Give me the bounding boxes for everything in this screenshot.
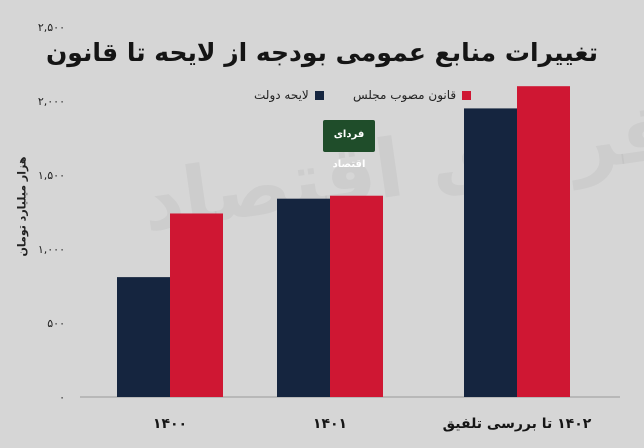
y-tick-label: ۱,۰۰۰	[38, 243, 65, 256]
x-tick-label: ۱۴۰۲ تا بررسی تلفیق	[443, 416, 592, 432]
bar-government-2	[464, 108, 517, 398]
x-tick-label: ۱۴۰۱	[313, 416, 347, 432]
logo: فردای اقتصاد	[323, 120, 375, 170]
legend-swatch-parliament	[462, 90, 472, 100]
bar-parliament-1	[330, 195, 383, 397]
legend-swatch-government	[314, 90, 324, 100]
legend-label-parliament: قانون مصوب مجلس	[353, 88, 457, 102]
y-tick-label: ۰	[59, 391, 65, 404]
legend-item-parliament: قانون مصوب مجلس	[353, 88, 472, 102]
legend-label-government: لایحه دولت	[254, 88, 309, 102]
bar-government-0	[117, 277, 170, 397]
bar-parliament-0	[170, 213, 223, 397]
y-tick-label: ۲,۰۰۰	[38, 95, 65, 108]
chart-title: تغییرات منابع عمومی بودجه از لایحه تا قا…	[45, 38, 599, 67]
y-tick-label: ۵۰۰	[47, 317, 65, 330]
legend-item-government: لایحه دولت	[254, 88, 324, 102]
bar-parliament-2	[517, 86, 570, 397]
bar-government-1	[277, 198, 330, 397]
y-tick-label: ۱,۵۰۰	[38, 169, 65, 182]
x-tick-label: ۱۴۰۰	[153, 416, 187, 432]
y-tick-label: ۲,۵۰۰	[38, 21, 65, 34]
